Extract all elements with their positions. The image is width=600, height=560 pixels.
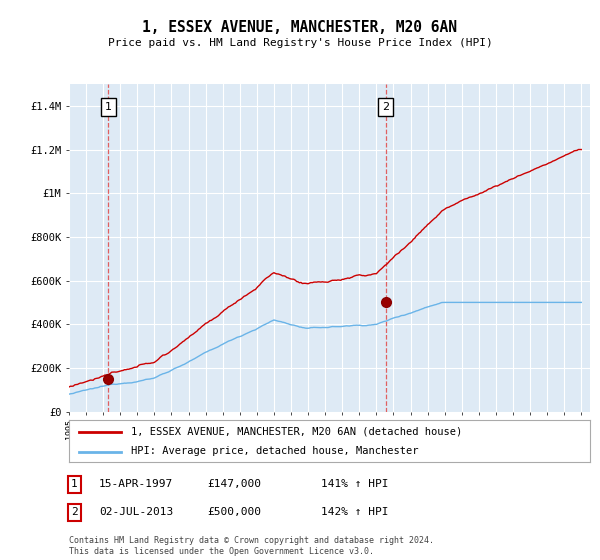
Text: 1: 1 (104, 102, 112, 112)
Text: HPI: Average price, detached house, Manchester: HPI: Average price, detached house, Manc… (131, 446, 419, 456)
Text: 1, ESSEX AVENUE, MANCHESTER, M20 6AN: 1, ESSEX AVENUE, MANCHESTER, M20 6AN (143, 20, 458, 35)
Text: 2: 2 (382, 102, 389, 112)
Text: Price paid vs. HM Land Registry's House Price Index (HPI): Price paid vs. HM Land Registry's House … (107, 38, 493, 48)
Text: 1: 1 (71, 479, 77, 489)
Text: 02-JUL-2013: 02-JUL-2013 (99, 507, 173, 517)
Text: 2: 2 (71, 507, 77, 517)
Text: 141% ↑ HPI: 141% ↑ HPI (321, 479, 389, 489)
Text: 142% ↑ HPI: 142% ↑ HPI (321, 507, 389, 517)
Text: £500,000: £500,000 (207, 507, 261, 517)
Text: 15-APR-1997: 15-APR-1997 (99, 479, 173, 489)
Text: £147,000: £147,000 (207, 479, 261, 489)
Text: Contains HM Land Registry data © Crown copyright and database right 2024.
This d: Contains HM Land Registry data © Crown c… (69, 536, 434, 556)
Text: 1, ESSEX AVENUE, MANCHESTER, M20 6AN (detached house): 1, ESSEX AVENUE, MANCHESTER, M20 6AN (de… (131, 427, 463, 437)
